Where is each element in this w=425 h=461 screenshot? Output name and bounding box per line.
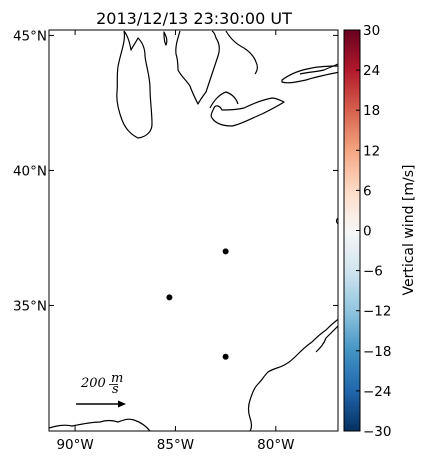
lon-tick-label: 80°W <box>257 437 294 453</box>
colorbar-tick-label: −30 <box>363 424 392 440</box>
map-panel: 200 m s <box>48 29 339 432</box>
colorbar-tick-label: 30 <box>363 23 380 39</box>
lake-michigan-shore <box>116 30 153 139</box>
lat-tick-label: 35°N <box>13 298 47 314</box>
colorbar-tick-label: −12 <box>363 304 392 320</box>
reference-vector-unit-num: m <box>111 371 123 386</box>
colorbar: 30 24 18 12 6 0 −6 −12 −18 −24 −30 Vertical wind [… <box>343 23 417 440</box>
colorbar-tick-label: 24 <box>363 63 380 79</box>
colorbar-tick-label: 0 <box>363 224 372 240</box>
gulf-coast <box>49 418 151 431</box>
reference-vector-unit-den: s <box>112 382 119 397</box>
map-title: 2013/12/13 23:30:00 UT <box>96 9 292 28</box>
colorbar-tick-label: −18 <box>363 344 392 360</box>
reference-arrow-head <box>118 400 126 408</box>
colorbar-tick-label: −24 <box>363 384 392 400</box>
lon-tick-label: 85°W <box>157 437 194 453</box>
latitude-ticks: 45°N 40°N 35°N <box>13 28 338 314</box>
station-marker <box>222 353 229 360</box>
map-frame <box>48 29 339 432</box>
lat-tick-label: 40°N <box>13 163 47 179</box>
map-background <box>49 30 338 431</box>
georgian-bay-shore <box>225 30 258 75</box>
reference-vector-label: 200 <box>80 376 106 391</box>
lon-tick-label: 90°W <box>56 437 93 453</box>
lake-superior-shore <box>163 31 168 46</box>
lat-tick-label: 45°N <box>13 28 47 44</box>
station-markers <box>166 248 229 360</box>
colorbar-tick-label: 12 <box>363 143 380 159</box>
lake-ontario-shore <box>281 65 338 84</box>
reference-vector: 200 m s <box>76 371 126 408</box>
longitude-ticks: 90°W 85°W 80°W <box>56 30 294 453</box>
lake-erie-shore <box>210 97 285 127</box>
colorbar-ticks: 30 24 18 12 6 0 −6 −12 −18 −24 −30 <box>356 23 392 440</box>
colorbar-label: Vertical wind [m/s] <box>401 165 417 296</box>
colorbar-tick-label: 6 <box>363 183 372 199</box>
outer-banks <box>315 325 338 353</box>
coastlines <box>49 30 338 431</box>
atlantic-coast <box>247 318 338 431</box>
station-marker <box>166 294 173 301</box>
colorbar-tick-label: 18 <box>363 103 380 119</box>
lake-erie-north-shore <box>209 91 239 109</box>
ontario-outlet-shore <box>299 63 338 75</box>
colorbar-tick-label: −6 <box>363 264 383 280</box>
station-marker <box>222 248 229 255</box>
lake-huron-shore <box>175 30 220 105</box>
